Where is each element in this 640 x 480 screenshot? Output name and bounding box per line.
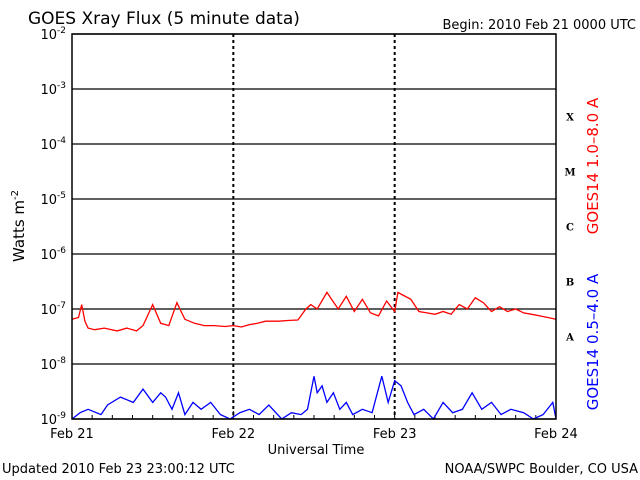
y-tick-label: 10-9 [40,411,66,428]
x-tick-label: Feb 21 [50,427,94,442]
y-axis-label-sup: -2 [10,190,21,200]
x-tick-label: Feb 22 [211,427,255,442]
y-tick-label: 10-5 [40,191,66,208]
flare-class-label: A [565,333,574,344]
y-tick-label: 10-8 [40,356,66,373]
updated-label: Updated 2010 Feb 23 23:00:12 UTC [2,462,235,477]
legend-series-short: GOES14 0.5–4.0 A [584,273,602,410]
y-tick-label: 10-4 [40,136,66,153]
x-tick-label: Feb 24 [534,427,578,442]
flare-class-labels: X M C B A [564,113,575,344]
series-line-0 [71,291,557,332]
x-tick-label: Feb 23 [373,427,417,442]
legend-series-long: GOES14 1.0–8.0 A [584,97,602,234]
begin-label: Begin: 2010 Feb 21 0000 UTC [442,18,636,33]
flare-class-label: M [564,168,575,179]
chart-title: GOES Xray Flux (5 minute data) [28,9,300,29]
x-tick-labels: Feb 21 Feb 22 Feb 23 Feb 24 [50,427,578,442]
y-tick-label: 10-7 [40,301,66,318]
credit-label: NOAA/SWPC Boulder, CO USA [445,462,638,477]
y-axis-label: Watts m-2 [10,190,28,262]
flare-class-label: X [566,113,574,124]
plot-frame [71,33,557,420]
grid [71,33,557,420]
series-line-1 [71,376,557,421]
flare-class-label: B [566,278,574,289]
y-tick-labels: 10-2 10-3 10-4 10-5 10-6 10-7 10-8 10-9 [40,26,66,428]
series-group [71,291,557,421]
y-tick-label: 10-2 [40,26,66,43]
flare-class-label: C [566,223,574,234]
x-axis-label: Universal Time [268,443,365,458]
y-tick-label: 10-6 [40,246,66,263]
y-tick-label: 10-3 [40,81,66,98]
